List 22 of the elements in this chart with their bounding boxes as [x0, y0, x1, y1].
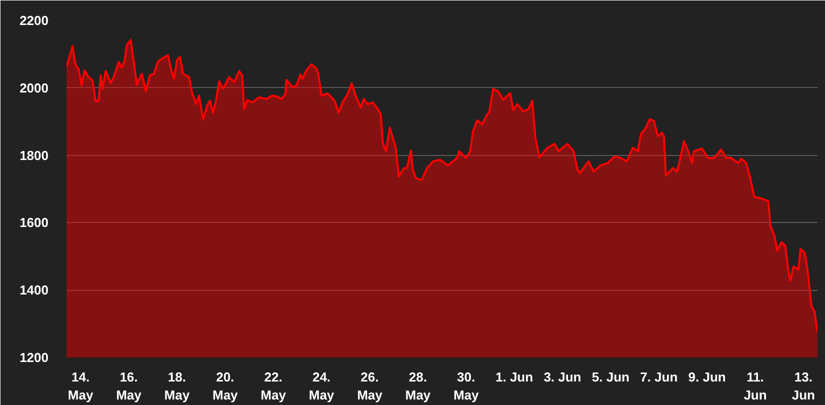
y-tick-label: 1800 — [20, 148, 48, 163]
x-tick-label: 16. May — [116, 370, 142, 402]
x-tick-label: 28. May — [405, 370, 432, 402]
x-tick-label: 1. Jun — [496, 370, 534, 384]
x-tick-label: 20. May — [212, 370, 239, 402]
y-tick-label: 1600 — [20, 215, 48, 230]
x-tick-label: 7. Jun — [640, 370, 678, 384]
x-tick-label: 11. Jun — [744, 370, 767, 402]
x-tick-label: 30. May — [453, 370, 480, 402]
x-tick-label: 14. May — [68, 370, 94, 402]
y-tick-label: 2200 — [20, 13, 48, 28]
x-tick-label: 5. Jun — [592, 370, 630, 384]
x-tick-label: 24. May — [308, 370, 335, 402]
x-tick-label: 22. May — [260, 370, 287, 402]
x-tick-label: 9. Jun — [688, 370, 726, 384]
y-tick-label: 2000 — [20, 80, 48, 96]
x-tick-label: 3. Jun — [544, 370, 582, 384]
x-tick-label: 26. May — [357, 370, 384, 402]
x-tick-label: 18. May — [164, 370, 190, 402]
x-tick-label: 13. Jun — [792, 370, 816, 402]
y-tick-label: 1200 — [20, 350, 48, 365]
y-tick-label: 1400 — [20, 282, 48, 298]
